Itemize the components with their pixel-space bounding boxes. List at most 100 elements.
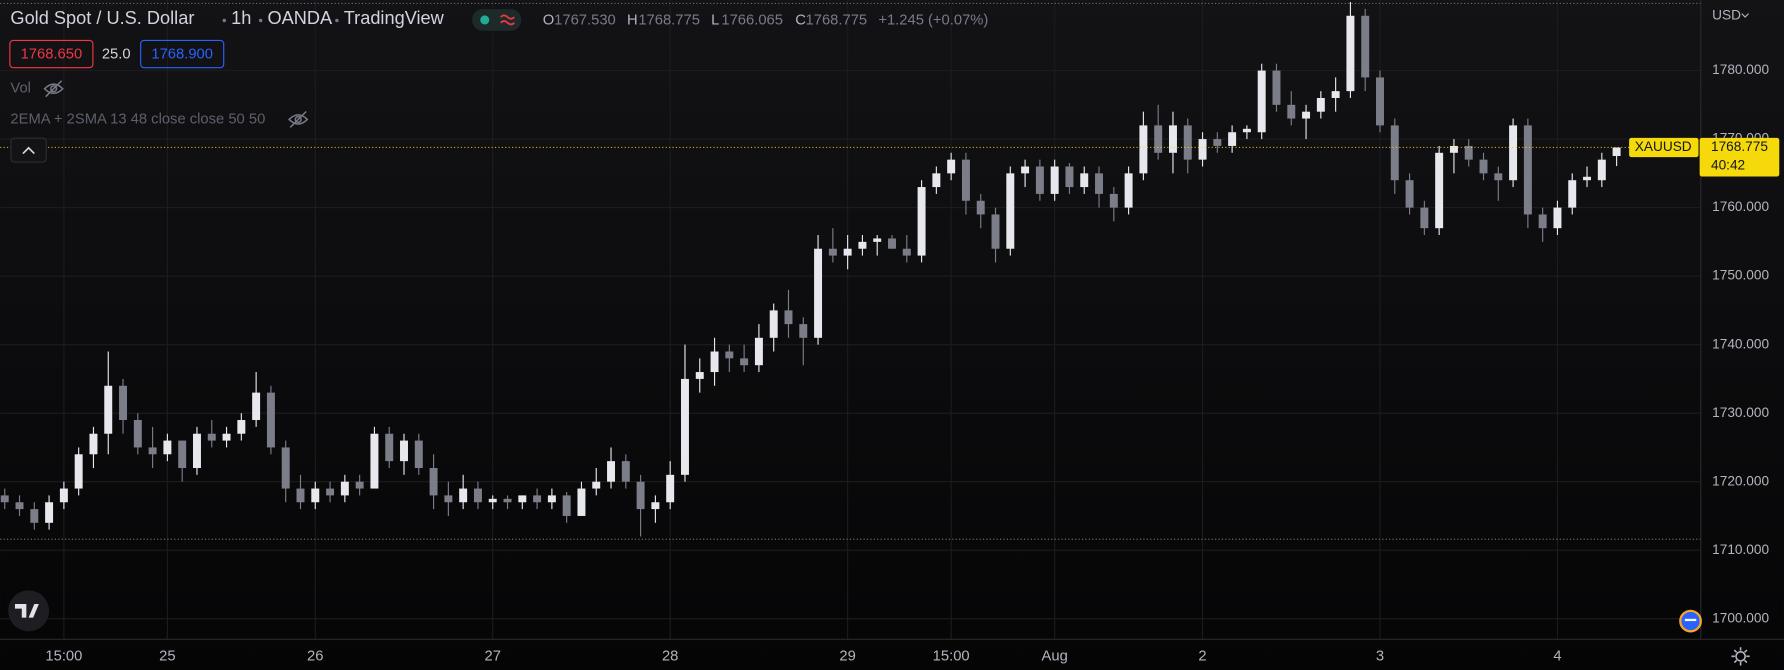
candle-body: [30, 509, 39, 523]
chevron-icon: [22, 146, 35, 155]
candle-body: [1435, 152, 1444, 229]
candle-body: [1095, 173, 1104, 194]
candle-body: [178, 440, 187, 468]
x-tick-label: 4: [1553, 648, 1561, 664]
candle-body: [547, 495, 556, 503]
y-tick-label: 1700.000: [1712, 610, 1769, 625]
candle-body: [961, 159, 970, 201]
candle-body: [148, 447, 157, 455]
candle-body: [1583, 176, 1592, 181]
separator: [222, 18, 226, 23]
candle-body: [740, 358, 749, 366]
symbol-label: XAUUSD: [1635, 139, 1692, 154]
candle-body: [680, 378, 689, 475]
candle-body: [562, 495, 571, 516]
candle-body: [1228, 132, 1237, 146]
x-tick-label: 2: [1198, 648, 1206, 664]
x-tick-label: 15:00: [45, 648, 82, 664]
candle-body: [488, 498, 497, 503]
hidden-eye-icon[interactable]: [288, 110, 309, 128]
symbol-title[interactable]: Gold Spot / U.S. Dollar: [10, 8, 194, 28]
tv-logo[interactable]: [8, 590, 50, 632]
candle-body: [1272, 70, 1281, 105]
delay-icon: [500, 14, 515, 26]
candle-body: [592, 481, 601, 489]
candle-body: [799, 324, 808, 338]
candle-body: [222, 433, 231, 441]
settings-gear[interactable]: [1731, 647, 1750, 666]
candle-body: [1553, 207, 1562, 229]
candle-body: [296, 488, 305, 503]
y-tick-label: 1750.000: [1712, 268, 1769, 283]
candle-body: [1390, 125, 1399, 181]
candle-body: [947, 159, 956, 174]
candle-body: [1346, 15, 1355, 92]
candle-body: [621, 461, 630, 482]
hidden-eye-icon[interactable]: [43, 80, 64, 98]
market-open-dot: [480, 15, 490, 25]
candle-body: [577, 488, 586, 516]
candle-body: [1021, 166, 1030, 174]
candle-body: [710, 351, 719, 373]
candle-body: [429, 467, 438, 496]
ohlc-letter: C: [795, 12, 806, 28]
candle-body: [311, 488, 320, 503]
market-status-pill[interactable]: [472, 9, 522, 31]
candle-body: [1154, 125, 1163, 153]
candle-body: [1449, 145, 1458, 153]
collapse-button[interactable]: [10, 137, 47, 163]
candle-body: [237, 420, 246, 434]
x-tick-label: 15:00: [933, 648, 970, 664]
countdown: 40:42: [1711, 157, 1745, 172]
candle-body: [725, 351, 734, 359]
indicator-name[interactable]: Vol: [10, 81, 31, 97]
separator: [335, 18, 339, 23]
candle-body: [385, 433, 394, 462]
price-tag: [1699, 137, 1780, 177]
candle-body: [192, 433, 201, 468]
candle-body: [888, 238, 896, 249]
candle-body: [1109, 193, 1118, 208]
buy-button[interactable]: [140, 39, 225, 69]
y-tick-label: 1730.000: [1712, 405, 1769, 420]
x-tick-label: 26: [307, 648, 323, 664]
ohlc-value: 1766.065: [721, 12, 783, 28]
header: Gold Spot / U.S. Dollar 1h OANDA Trading…: [10, 8, 522, 31]
candle-body: [1361, 15, 1370, 78]
candle-body: [444, 495, 453, 503]
candle-body: [104, 385, 113, 434]
sell-button[interactable]: [9, 39, 94, 69]
interval[interactable]: 1h: [231, 8, 251, 28]
change: +1.245 (+0.07%): [878, 12, 988, 28]
candle-body: [651, 502, 660, 510]
candle-body: [1479, 159, 1488, 174]
candle-body: [1287, 104, 1296, 119]
candle-body: [1597, 159, 1606, 181]
candle-body: [1612, 147, 1621, 157]
candle-body: [281, 447, 290, 489]
x-tick-label: 29: [839, 648, 855, 664]
symbol-tag: [1629, 137, 1699, 158]
candle-body: [1523, 125, 1532, 215]
candle-body: [533, 495, 542, 503]
candle-body: [45, 502, 54, 523]
buy-price: 1768.900: [151, 47, 213, 63]
candle-body: [991, 214, 1000, 249]
candle-body: [902, 248, 911, 256]
candle-body: [1168, 125, 1177, 153]
currency[interactable]: USD: [1712, 8, 1741, 23]
candle-body: [326, 488, 335, 496]
candle-body: [607, 461, 616, 482]
candle-body: [1139, 125, 1148, 174]
candle-body: [1080, 173, 1089, 188]
ohlc-letter: L: [711, 12, 719, 28]
candle-body: [59, 488, 68, 503]
candle-body: [814, 248, 823, 338]
candle-body: [1464, 145, 1473, 160]
indicator-legend: Vol 2EMA + 2SMA 13 48 close close 50 50: [10, 80, 309, 163]
grid: [0, 0, 1701, 640]
indicator-name[interactable]: 2EMA + 2SMA 13 48 close close 50 50: [10, 111, 265, 127]
candle-body: [89, 433, 98, 455]
ohlc-value: 1767.530: [554, 12, 616, 28]
